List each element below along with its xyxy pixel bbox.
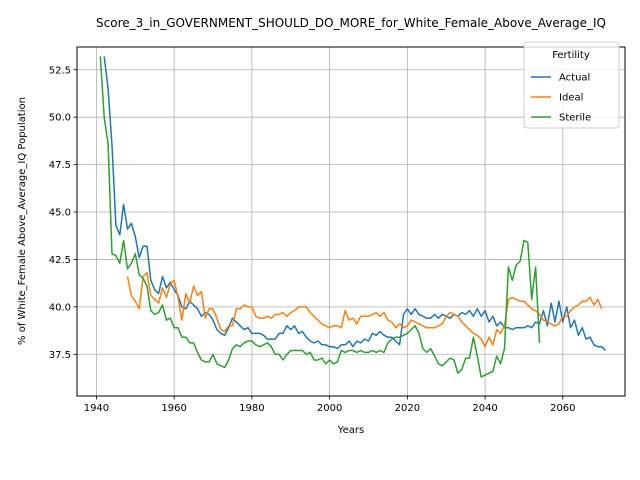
y-axis: 37.5 40.0 42.5 45.0 47.5 50.0 52.5	[49, 65, 77, 361]
x-tick-label: 2060	[550, 403, 575, 414]
grid	[77, 47, 625, 396]
series-lines	[99, 56, 607, 378]
x-axis: 1940 1960 1980 2000 2020 2040 2060	[84, 396, 576, 414]
legend: Fertility Actual Ideal Sterile	[523, 41, 620, 129]
x-axis-label: Years	[337, 425, 364, 436]
legend-label-actual: Actual	[559, 73, 590, 84]
y-axis-label: % of White_Female Above_Average_IQ Popul…	[17, 97, 28, 345]
legend-label-ideal: Ideal	[559, 93, 583, 104]
legend-label-sterile: Sterile	[559, 113, 591, 124]
x-tick-label: 1980	[239, 403, 264, 414]
y-tick-label: 47.5	[49, 160, 71, 171]
x-tick-label: 1960	[161, 403, 186, 414]
chart-title: Score_3_in_GOVERNMENT_SHOULD_DO_MORE_for…	[96, 16, 606, 30]
x-tick-label: 1940	[84, 403, 109, 414]
legend-title: Fertility	[552, 50, 590, 61]
y-tick-label: 45.0	[49, 208, 71, 219]
y-tick-label: 37.5	[49, 350, 71, 361]
series-line-ideal	[126, 271, 603, 348]
y-tick-label: 42.5	[49, 255, 71, 266]
plot-frame	[76, 46, 626, 397]
x-tick-label: 2020	[395, 403, 420, 414]
series-line-sterile	[99, 56, 541, 378]
legend-box	[523, 41, 620, 129]
x-tick-label: 2000	[317, 403, 342, 414]
y-tick-label: 40.0	[49, 302, 71, 313]
legend-items: Actual Ideal Sterile	[531, 73, 591, 124]
series-line-actual	[103, 56, 607, 352]
y-tick-label: 52.5	[49, 65, 71, 76]
y-tick-label: 50.0	[49, 113, 71, 124]
x-tick-label: 2040	[472, 403, 497, 414]
